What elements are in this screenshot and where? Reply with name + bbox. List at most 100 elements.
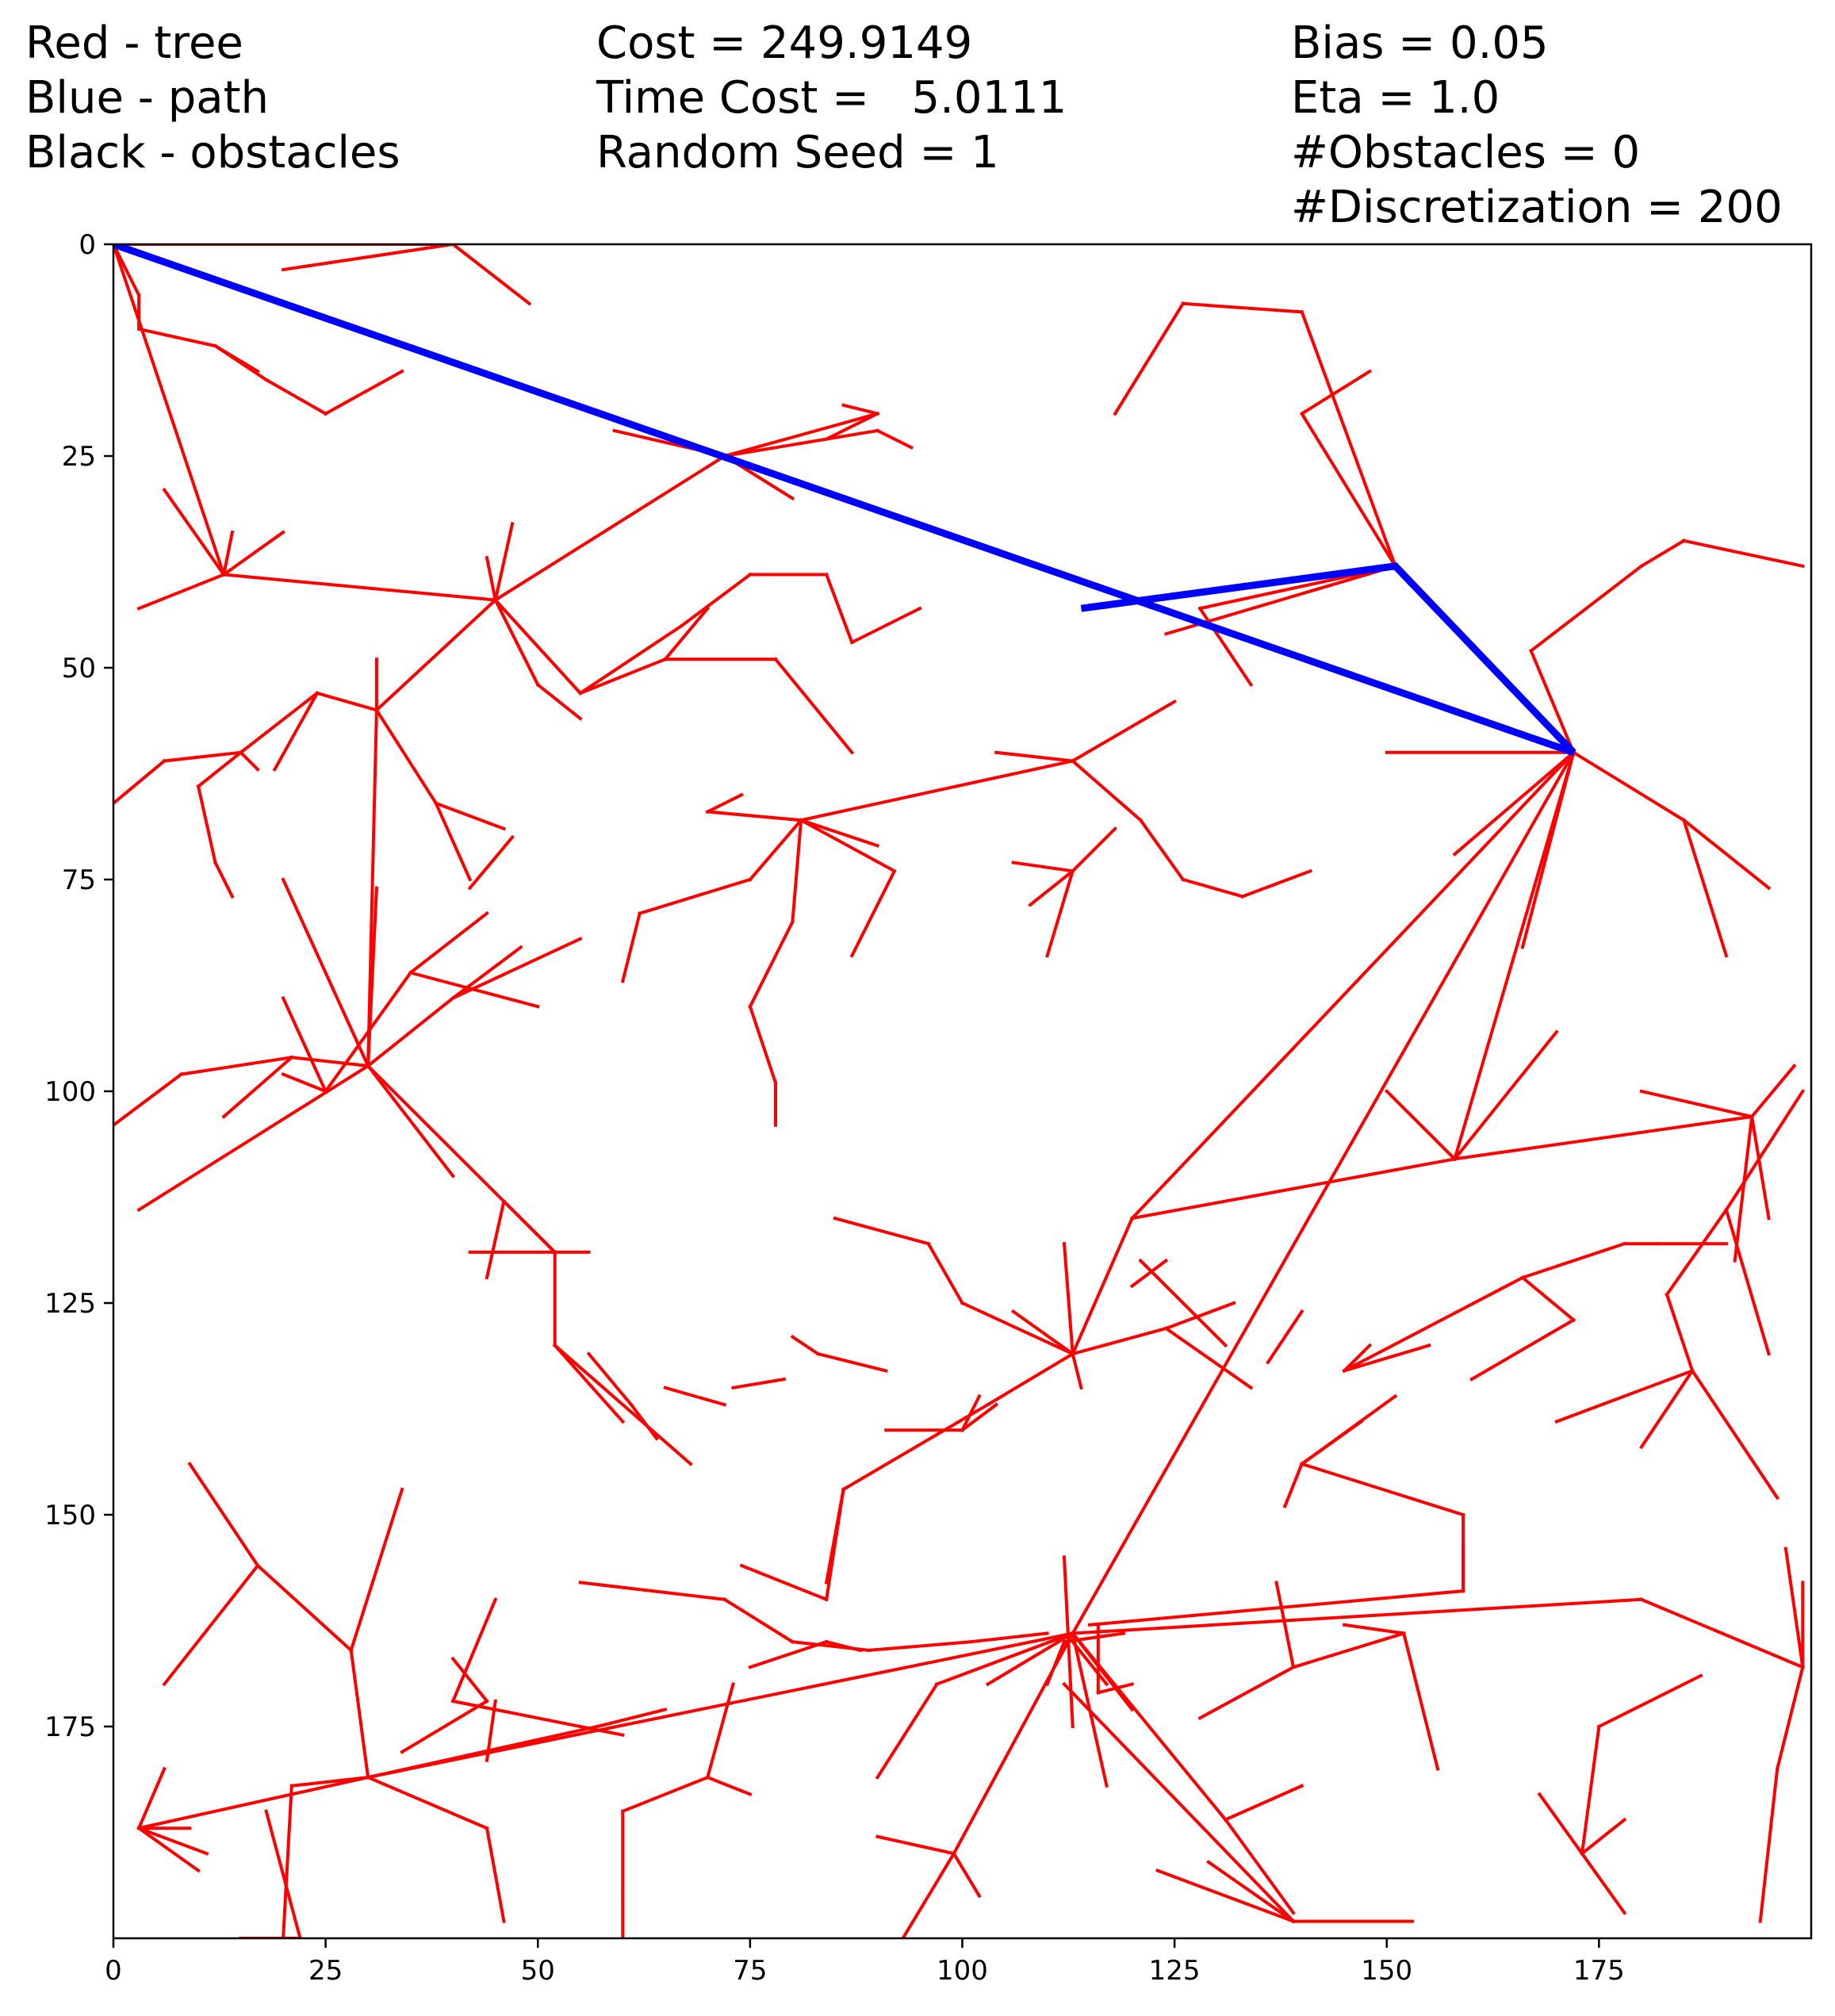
y-tick-label: 175 [44, 1711, 96, 1743]
tree-edge [162, 750, 243, 763]
tree-edge [1266, 1309, 1304, 1365]
tree-edge [552, 1343, 693, 1466]
legend-path-label: Blue - path [25, 72, 270, 124]
tree-edge [1724, 1089, 1806, 1213]
tree-edge [722, 1597, 795, 1644]
legend-tree-label: Red - tree [25, 17, 243, 69]
tree-edge [1070, 1639, 1109, 1687]
tree-edge [434, 801, 506, 831]
tree-edge [289, 1775, 370, 1788]
tree-edge [408, 910, 489, 975]
tree-edge [578, 657, 668, 696]
tree-edge [1384, 1089, 1458, 1162]
y-tick-label: 0 [79, 229, 96, 261]
tree-edge [1071, 1216, 1135, 1356]
tree-edge [162, 1563, 260, 1687]
tree-edge [282, 1784, 293, 1938]
y-tick-label: 75 [62, 864, 96, 896]
tree-edge [349, 1648, 370, 1780]
y-tick-label: 100 [44, 1076, 96, 1108]
tree-edge [1300, 309, 1398, 569]
tree-edge [113, 758, 167, 806]
stats-column: Cost = 249.9149 Time Cost = 5.0111 Rando… [596, 16, 1067, 180]
tree-edge [1639, 1597, 1805, 1669]
tree-edge [662, 606, 711, 662]
tree-edge [790, 1334, 821, 1356]
tree-edge [238, 691, 320, 755]
tree-edge [221, 530, 285, 577]
tree-edge [162, 487, 226, 577]
tree-edge [638, 877, 753, 916]
tree-edge [1011, 860, 1075, 873]
tree-edge [849, 606, 922, 645]
tree-edge [1749, 1114, 1771, 1221]
tree-edge [136, 572, 226, 611]
tree-edge [552, 1343, 626, 1424]
tree-edge [113, 244, 226, 577]
tree-edge [680, 572, 753, 628]
tree-edge [1223, 1784, 1304, 1822]
tree-edge [1299, 411, 1398, 569]
tree-edge [1181, 301, 1304, 314]
tree-edge [1155, 1868, 1296, 1924]
tree-edge [196, 749, 243, 789]
tree-edge [960, 1393, 982, 1432]
tree-edge [485, 1699, 497, 1762]
tree-edge [221, 530, 235, 577]
tree-edge [196, 784, 217, 864]
tree-edge [485, 1199, 506, 1280]
tree-edge [875, 428, 914, 450]
tree-edge [1130, 1157, 1457, 1221]
tree-edge [586, 1351, 634, 1408]
tree-edge [179, 1056, 294, 1076]
tree-edge [960, 1301, 1075, 1356]
tree-edge [1299, 369, 1373, 416]
tree-edge [493, 597, 540, 688]
tree-edge [1181, 877, 1245, 899]
tree-edge [901, 1851, 956, 1938]
tree-edge [1681, 818, 1729, 958]
tree-edge [1138, 818, 1186, 882]
tree-edge [799, 759, 1075, 822]
tree-edge [400, 1699, 489, 1754]
tree-edge [952, 1851, 982, 1899]
tree-edge [1469, 1317, 1576, 1382]
tree-edge [706, 810, 803, 822]
tree-edge [450, 937, 583, 1001]
tree-edge [255, 1563, 354, 1653]
tree-edge [1639, 1089, 1754, 1119]
tree-edge [1665, 1207, 1729, 1297]
tree-edge [281, 1072, 328, 1094]
tree-edge [705, 1682, 735, 1780]
tree-edge [799, 818, 880, 848]
tree-edge [366, 1775, 489, 1830]
y-tick-label: 125 [44, 1288, 96, 1320]
tree-edge [485, 555, 498, 602]
tree-edge [824, 1487, 845, 1602]
tree-edge [773, 657, 855, 755]
time-cost-label: Time Cost = 5.0111 [596, 72, 1067, 124]
tree-edge [450, 1699, 625, 1738]
tree-edge [434, 801, 473, 882]
tree-edge [824, 411, 880, 442]
tree-edge [535, 682, 583, 721]
params-column: Bias = 0.05 Eta = 1.0 #Obstacles = 0 #Di… [1291, 16, 1783, 235]
tree-edge [213, 860, 235, 899]
tree-edge [1070, 750, 1576, 1636]
tree-edge [1062, 1631, 1126, 1644]
tree-edge [1062, 1681, 1296, 1924]
tree-edge [1775, 1665, 1805, 1771]
x-tick-label: 150 [1361, 1955, 1412, 1987]
tree-edge [1028, 868, 1075, 907]
tree-edge [1138, 1258, 1228, 1348]
tree-edge [1682, 538, 1805, 569]
tree-edge [824, 572, 854, 645]
tree-edge [1096, 1682, 1135, 1695]
tree-edge [136, 1826, 201, 1873]
tree-edge [1342, 1623, 1406, 1635]
random-seed-label: Random Seed = 1 [596, 127, 999, 178]
tree-edge [1163, 1301, 1236, 1331]
tree-edge [323, 970, 413, 1094]
tree-edge [833, 1216, 931, 1246]
tree-edge [1071, 1326, 1168, 1356]
